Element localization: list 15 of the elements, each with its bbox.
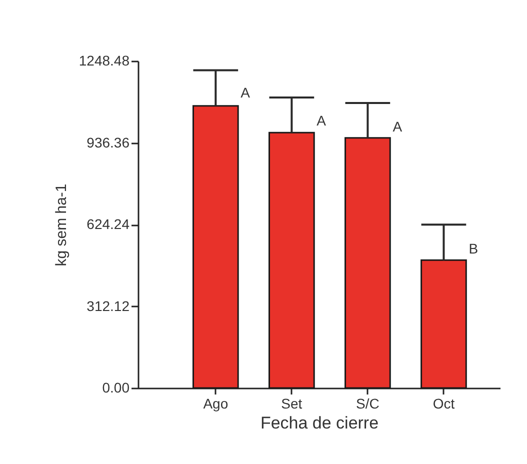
x-tick-label: Set [281,396,302,412]
annotation: A [316,112,327,128]
x-tick-label: Oct [432,396,455,412]
x-tick-label: Ago [203,396,228,412]
x-axis-title: Fecha de cierre [260,414,379,432]
annotation: A [240,84,251,101]
y-tick-label: 624.24 [86,216,130,232]
y-tick-label: 1248.48 [78,52,130,68]
x-tick-label: S/C [356,396,380,412]
y-tick-label: 0.00 [102,380,130,396]
annotation: A [392,118,403,135]
y-tick-label: 312.12 [86,298,130,314]
annotation: B [468,240,478,257]
y-tick-label: 936.36 [86,134,130,150]
y-axis-title: kg sem ha-1 [52,184,70,266]
